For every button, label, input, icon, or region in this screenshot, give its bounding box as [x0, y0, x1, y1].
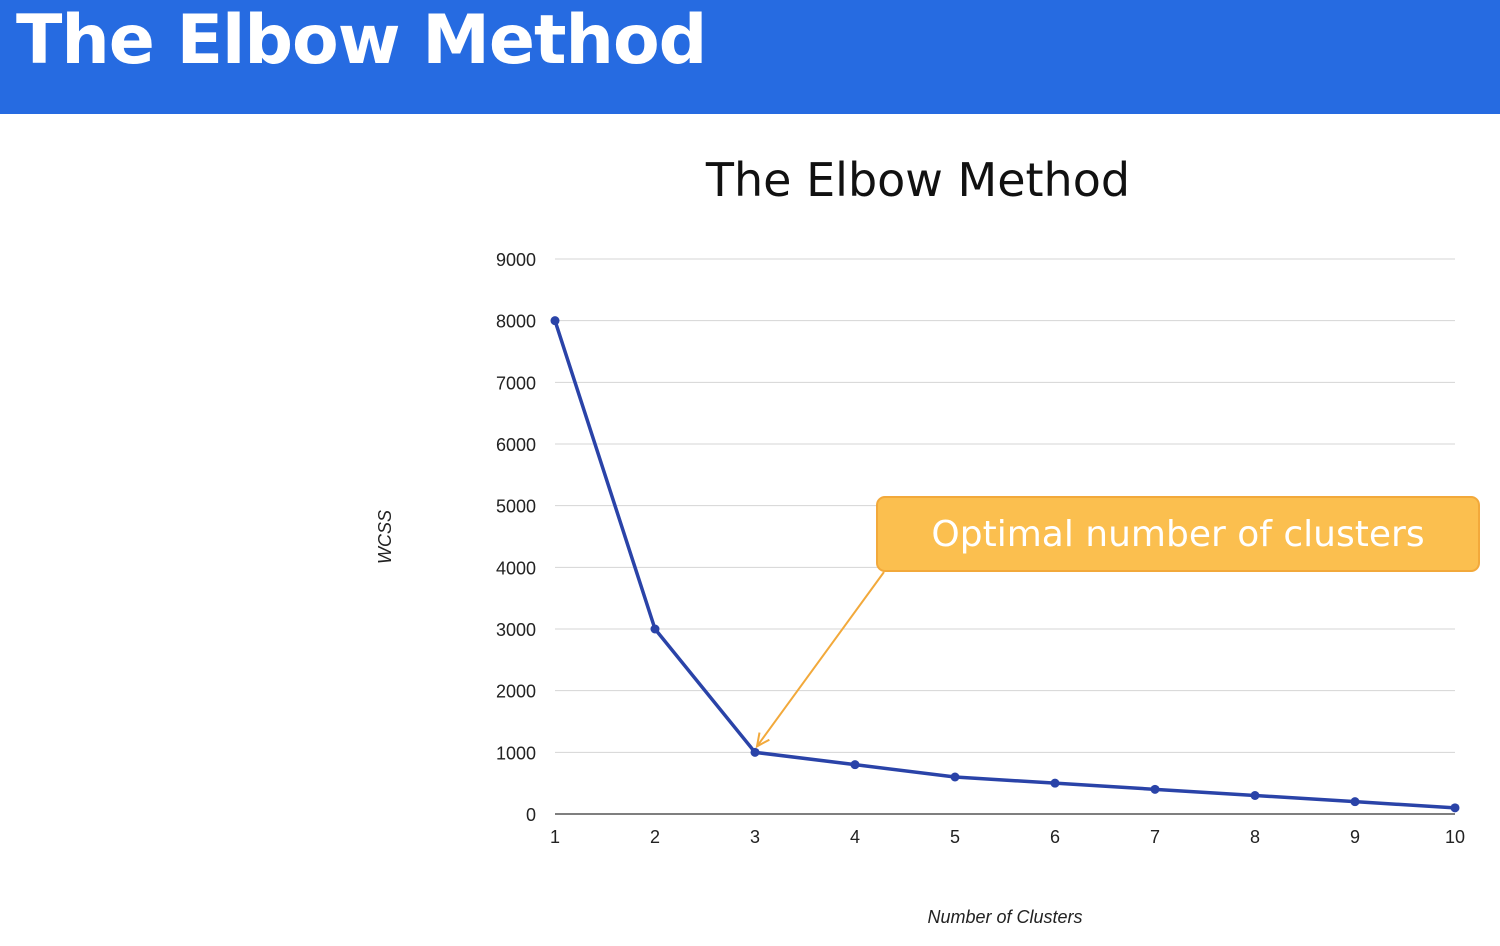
x-tick-label: 5: [950, 827, 960, 847]
x-tick-label: 2: [650, 827, 660, 847]
data-point: [1150, 784, 1160, 794]
y-tick-label: 3000: [496, 620, 536, 640]
chart-title: The Elbow Method: [705, 153, 1130, 207]
data-point: [1350, 797, 1360, 807]
x-tick-label: 6: [1050, 827, 1060, 847]
y-tick-label: 5000: [496, 497, 536, 517]
x-tick-label: 10: [1445, 827, 1465, 847]
series-wcss: [550, 316, 1460, 813]
x-tick-label: 3: [750, 827, 760, 847]
y-axis-ticks: 0 1000 2000 3000 4000 5000 6000 7000 8000 9000: [496, 250, 536, 825]
arrow-line: [756, 571, 885, 747]
x-tick-label: 4: [850, 827, 860, 847]
gridlines: [555, 258, 1455, 815]
y-tick-label: 2000: [496, 682, 536, 702]
y-tick-label: 6000: [496, 435, 536, 455]
data-point: [750, 747, 760, 757]
y-tick-label: 9000: [496, 250, 536, 270]
y-tick-label: 7000: [496, 373, 536, 393]
callout-text: Optimal number of clusters: [931, 514, 1425, 555]
x-axis-ticks: 1 2 3 4 5 6 7 8 9 10: [550, 827, 1465, 847]
series-line: [553, 318, 1457, 810]
y-tick-label: 4000: [496, 558, 536, 578]
y-tick-label: 1000: [496, 743, 536, 763]
header-bar: The Elbow Method: [0, 0, 1500, 114]
x-tick-label: 1: [550, 827, 560, 847]
y-axis-label: WCSS: [375, 510, 395, 564]
callout-box: Optimal number of clusters: [876, 496, 1480, 572]
x-axis-label: Number of Clusters: [927, 907, 1082, 927]
x-tick-label: 8: [1250, 827, 1260, 847]
x-tick-label: 7: [1150, 827, 1160, 847]
data-point: [850, 760, 860, 770]
data-point: [1450, 803, 1460, 813]
slide-title: The Elbow Method: [16, 1, 707, 80]
data-point: [650, 624, 660, 634]
data-point: [950, 772, 960, 782]
callout-arrow: [755, 571, 885, 749]
x-tick-label: 9: [1350, 827, 1360, 847]
data-point: [1250, 791, 1260, 800]
arrow-head: [755, 732, 770, 749]
y-tick-label: 8000: [496, 312, 536, 332]
data-point: [1050, 778, 1060, 788]
y-tick-label: 0: [526, 805, 536, 825]
data-point: [550, 316, 560, 326]
